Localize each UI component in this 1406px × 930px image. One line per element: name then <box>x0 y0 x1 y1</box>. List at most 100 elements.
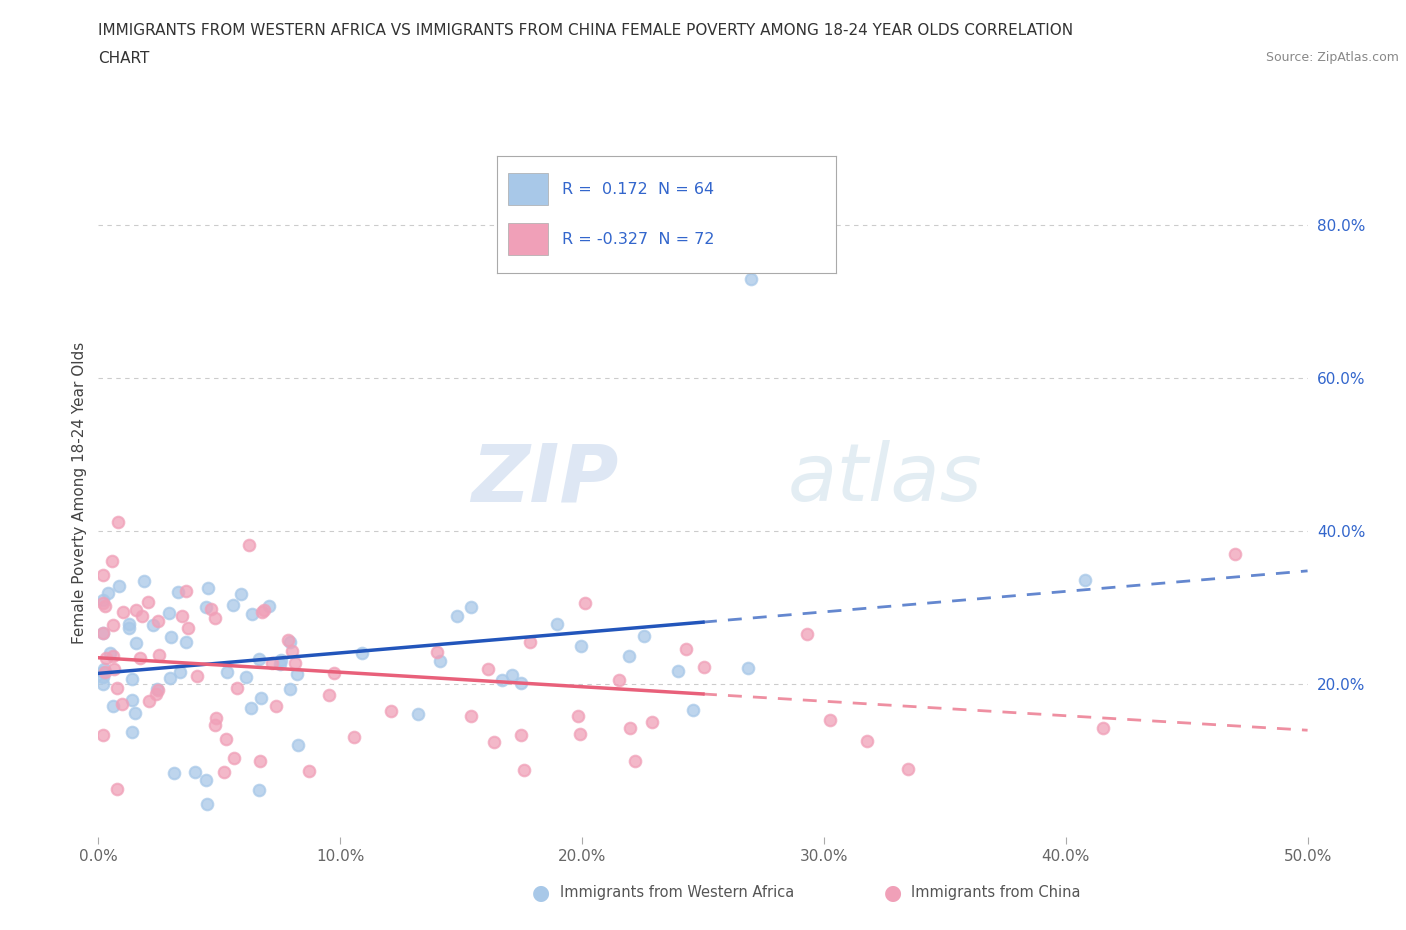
Point <box>270 653 292 668</box>
Point <box>97 585 120 600</box>
Point <box>675 642 697 657</box>
Point <box>250 690 273 705</box>
Point <box>215 732 238 747</box>
Point <box>280 644 302 658</box>
Point <box>142 618 165 632</box>
Point <box>204 717 226 732</box>
Point <box>260 656 283 671</box>
Point <box>510 727 533 742</box>
Point <box>425 644 447 659</box>
Point <box>238 538 260 552</box>
Point <box>107 578 129 593</box>
Point <box>217 664 239 679</box>
Point <box>737 661 759 676</box>
Point <box>682 703 704 718</box>
Point <box>380 703 402 718</box>
Point <box>132 573 155 588</box>
Point <box>101 698 124 713</box>
Point <box>277 633 299 648</box>
Point <box>1074 573 1097 588</box>
Point <box>138 694 160 709</box>
Point <box>197 581 219 596</box>
Text: atlas: atlas <box>787 440 983 518</box>
Point <box>121 671 143 686</box>
Point <box>692 660 714 675</box>
Point <box>619 721 641 736</box>
Point <box>569 639 592 654</box>
Point <box>225 681 247 696</box>
Point <box>145 687 167 702</box>
Point <box>91 626 114 641</box>
Point <box>482 735 505 750</box>
Point <box>568 726 591 741</box>
Point <box>264 698 287 713</box>
Point <box>93 662 115 677</box>
Point <box>287 737 309 752</box>
Point <box>278 682 301 697</box>
Point <box>96 651 118 666</box>
Point <box>205 711 228 725</box>
Point <box>112 604 135 619</box>
Point <box>159 671 181 685</box>
Point <box>146 614 169 629</box>
Point <box>446 608 468 623</box>
Point <box>231 587 253 602</box>
Point <box>121 693 143 708</box>
Point <box>284 656 307 671</box>
Point <box>94 664 117 679</box>
Point <box>98 645 121 660</box>
Point <box>125 635 148 650</box>
Point <box>240 606 263 621</box>
Point <box>249 753 271 768</box>
Point <box>212 764 235 779</box>
Point <box>167 584 190 599</box>
Text: ●: ● <box>884 883 901 903</box>
Point <box>429 654 451 669</box>
Text: Immigrants from China: Immigrants from China <box>911 885 1081 900</box>
Point <box>607 672 630 687</box>
Point <box>519 634 541 649</box>
Point <box>501 668 523 683</box>
Point <box>103 661 125 676</box>
Point <box>567 709 589 724</box>
Point <box>160 630 183 644</box>
Point <box>131 609 153 624</box>
Point <box>222 598 245 613</box>
Point <box>796 627 818 642</box>
Point <box>617 649 640 664</box>
Point <box>146 682 169 697</box>
Point <box>546 617 568 631</box>
Point <box>136 594 159 609</box>
Point <box>186 669 208 684</box>
Point <box>257 598 280 613</box>
Point <box>146 683 169 698</box>
Text: ZIP: ZIP <box>471 440 619 518</box>
Point <box>280 635 302 650</box>
Point <box>91 670 114 684</box>
Point <box>184 765 207 780</box>
Point <box>91 727 114 742</box>
Point <box>235 670 257 684</box>
Point <box>640 715 662 730</box>
Point <box>157 605 180 620</box>
Point <box>101 618 124 632</box>
Point <box>460 600 482 615</box>
Point <box>222 751 245 765</box>
Point <box>477 662 499 677</box>
Point <box>124 603 146 618</box>
Y-axis label: Female Poverty Among 18-24 Year Olds: Female Poverty Among 18-24 Year Olds <box>72 342 87 644</box>
Point <box>174 583 197 598</box>
Point <box>406 707 429 722</box>
Point <box>250 604 273 619</box>
Point <box>350 645 373 660</box>
Point <box>1091 720 1114 735</box>
Point <box>169 665 191 680</box>
Point <box>94 598 117 613</box>
Point <box>91 676 114 691</box>
Point <box>163 766 186 781</box>
Text: ●: ● <box>533 883 550 903</box>
Point <box>513 763 536 777</box>
Point <box>107 514 129 529</box>
Point <box>195 797 218 812</box>
Point <box>624 753 647 768</box>
